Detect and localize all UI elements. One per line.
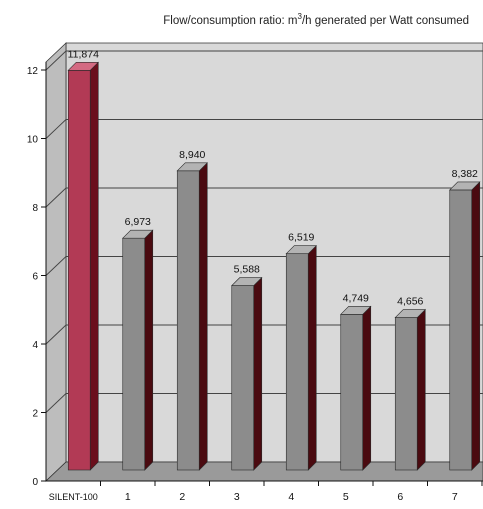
bar-front: [231, 285, 255, 471]
gridline-depth: [45, 324, 67, 345]
bar-4: [285, 244, 317, 471]
bar-front: [340, 314, 364, 471]
y-tick-label: 12: [27, 66, 39, 77]
x-tick-label: 2: [179, 491, 185, 503]
bar-6: [394, 308, 426, 471]
gridline-depth: [45, 119, 67, 139]
y-tick-label: 2: [32, 409, 38, 420]
bar-side: [144, 229, 154, 471]
bar-side: [198, 162, 208, 471]
data-label: 4,656: [397, 296, 423, 308]
x-tick-label: 6: [397, 491, 403, 503]
side-wall: [45, 42, 67, 482]
data-label: 8,940: [179, 149, 205, 161]
bar-top: [285, 245, 317, 255]
bar-7: [449, 181, 481, 471]
bar-side: [307, 244, 317, 471]
bar-top: [231, 277, 263, 286]
bar-side: [253, 276, 263, 471]
y-tick-label: 6: [32, 272, 38, 283]
y-tick-label: 10: [27, 135, 39, 146]
x-tick-label: 4: [288, 491, 294, 503]
data-label: 6,519: [288, 232, 314, 244]
y-tick-label: 0: [32, 477, 38, 488]
x-tick-label: 1: [125, 491, 131, 503]
x-tick-label: 3: [234, 491, 240, 503]
gridline-depth: [45, 187, 67, 208]
bar-3: [231, 276, 263, 471]
bar-side: [471, 181, 481, 471]
x-axis: SILENT-100 1 2 3 4 5 6 7: [46, 480, 483, 503]
chart-title-superscript: 3: [297, 12, 302, 21]
gridline-depth: [45, 256, 67, 276]
bar-top: [394, 309, 426, 318]
bar-5: [340, 305, 372, 471]
data-label: 8,382: [452, 168, 478, 180]
data-label: 5,588: [234, 264, 260, 276]
gridline-depth: [45, 393, 67, 413]
chart-title-prefix: Flow/consumption ratio: m: [163, 14, 298, 27]
data-label: 4,749: [343, 292, 369, 304]
chart-title: Flow/consumption ratio: m3/h generated p…: [0, 12, 483, 27]
bars: 11,874 6,973 8,940 5,588 6,519 4,749 4,656 8,38…: [67, 48, 481, 471]
bar-front: [394, 317, 418, 471]
data-label: 11,874: [68, 48, 99, 60]
bar-front: [122, 237, 146, 471]
y-tick-label: 8: [32, 203, 38, 214]
bar-1: [122, 229, 154, 471]
bar-front: [285, 253, 309, 471]
bar-top: [67, 62, 99, 71]
x-tick-label: 5: [343, 491, 349, 503]
bar-top: [176, 162, 208, 172]
y-axis: 0 2 4 6 8 10 12: [27, 62, 47, 488]
gridline-depth: [45, 50, 67, 71]
bar-side: [89, 61, 99, 471]
x-tick-label: SILENT-100: [49, 492, 98, 502]
bar-front: [67, 70, 91, 471]
bar-top: [122, 229, 154, 239]
bar-top: [449, 181, 481, 191]
x-tick-label: 7: [452, 491, 458, 503]
bar-top: [340, 306, 372, 315]
data-label: 6,973: [125, 216, 151, 228]
chart-walls: [44, 42, 483, 482]
bar-2: [176, 162, 208, 471]
bar-front: [449, 189, 473, 471]
chart-title-suffix: /h generated per Watt consumed: [301, 14, 469, 27]
bar-side: [416, 308, 426, 471]
bar-side: [362, 305, 372, 471]
y-tick-label: 4: [32, 340, 38, 351]
bar-front: [176, 170, 200, 471]
bar-0: [67, 61, 99, 471]
